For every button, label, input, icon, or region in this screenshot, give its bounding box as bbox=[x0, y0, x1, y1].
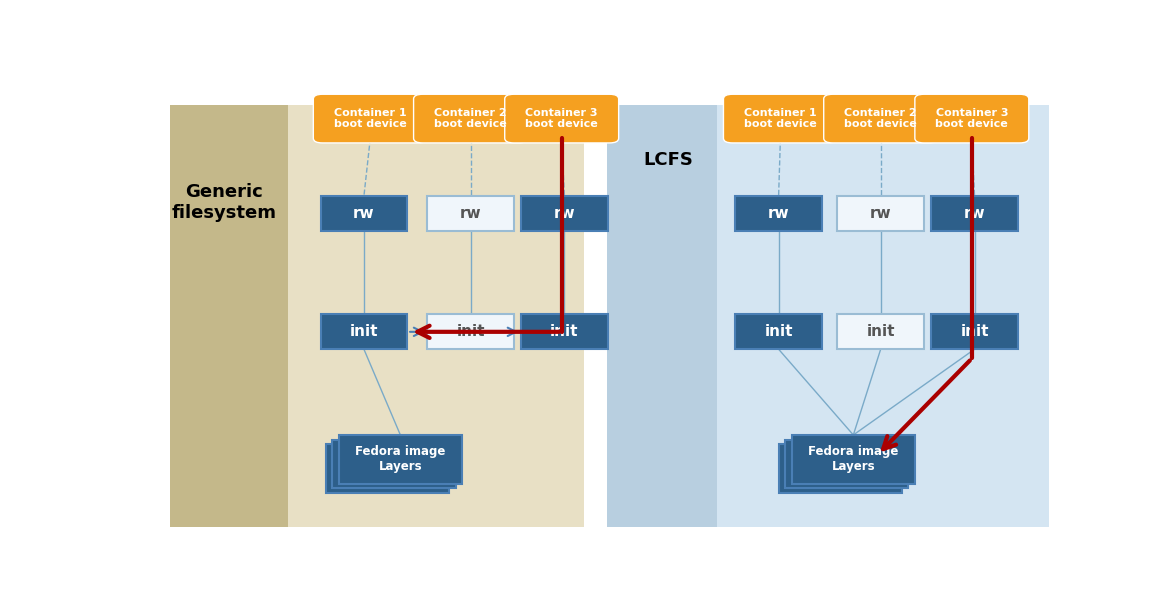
FancyBboxPatch shape bbox=[786, 439, 909, 488]
FancyBboxPatch shape bbox=[607, 105, 1049, 527]
Text: Container 2
boot device: Container 2 boot device bbox=[434, 108, 507, 129]
FancyBboxPatch shape bbox=[339, 435, 462, 483]
FancyBboxPatch shape bbox=[837, 314, 924, 349]
FancyBboxPatch shape bbox=[169, 105, 584, 527]
FancyBboxPatch shape bbox=[427, 196, 514, 231]
FancyBboxPatch shape bbox=[326, 444, 449, 493]
FancyBboxPatch shape bbox=[915, 95, 1029, 143]
FancyBboxPatch shape bbox=[288, 105, 584, 527]
Text: Container 3
boot device: Container 3 boot device bbox=[935, 108, 1008, 129]
FancyBboxPatch shape bbox=[837, 196, 924, 231]
Text: init: init bbox=[550, 324, 579, 340]
FancyBboxPatch shape bbox=[505, 95, 619, 143]
Text: Container 2
boot device: Container 2 boot device bbox=[844, 108, 917, 129]
FancyBboxPatch shape bbox=[313, 95, 427, 143]
FancyBboxPatch shape bbox=[931, 314, 1018, 349]
Text: Fedora image
Layers: Fedora image Layers bbox=[808, 445, 898, 473]
Text: rw: rw bbox=[554, 206, 575, 221]
Text: rw: rw bbox=[870, 206, 891, 221]
FancyBboxPatch shape bbox=[521, 314, 608, 349]
Text: init: init bbox=[961, 324, 989, 340]
FancyBboxPatch shape bbox=[521, 196, 608, 231]
FancyBboxPatch shape bbox=[723, 95, 837, 143]
Text: Generic
filesystem: Generic filesystem bbox=[172, 184, 278, 222]
FancyBboxPatch shape bbox=[931, 196, 1018, 231]
Text: init: init bbox=[867, 324, 895, 340]
Text: rw: rw bbox=[460, 206, 481, 221]
Text: rw: rw bbox=[353, 206, 375, 221]
FancyBboxPatch shape bbox=[333, 439, 455, 488]
FancyBboxPatch shape bbox=[716, 105, 1049, 527]
Text: Container 3
boot device: Container 3 boot device bbox=[526, 108, 599, 129]
FancyBboxPatch shape bbox=[321, 196, 407, 231]
Text: Fedora image
Layers: Fedora image Layers bbox=[355, 445, 446, 473]
Text: rw: rw bbox=[964, 206, 985, 221]
Text: init: init bbox=[456, 324, 485, 340]
FancyBboxPatch shape bbox=[735, 196, 822, 231]
FancyBboxPatch shape bbox=[823, 95, 937, 143]
Text: Container 1
boot device: Container 1 boot device bbox=[744, 108, 817, 129]
FancyBboxPatch shape bbox=[427, 314, 514, 349]
FancyBboxPatch shape bbox=[779, 444, 902, 493]
Text: init: init bbox=[349, 324, 379, 340]
Text: Container 1
boot device: Container 1 boot device bbox=[334, 108, 407, 129]
FancyBboxPatch shape bbox=[791, 435, 915, 483]
FancyBboxPatch shape bbox=[321, 314, 407, 349]
FancyBboxPatch shape bbox=[414, 95, 528, 143]
FancyBboxPatch shape bbox=[735, 314, 822, 349]
Text: LCFS: LCFS bbox=[643, 151, 694, 169]
Text: init: init bbox=[764, 324, 793, 340]
Text: rw: rw bbox=[768, 206, 789, 221]
